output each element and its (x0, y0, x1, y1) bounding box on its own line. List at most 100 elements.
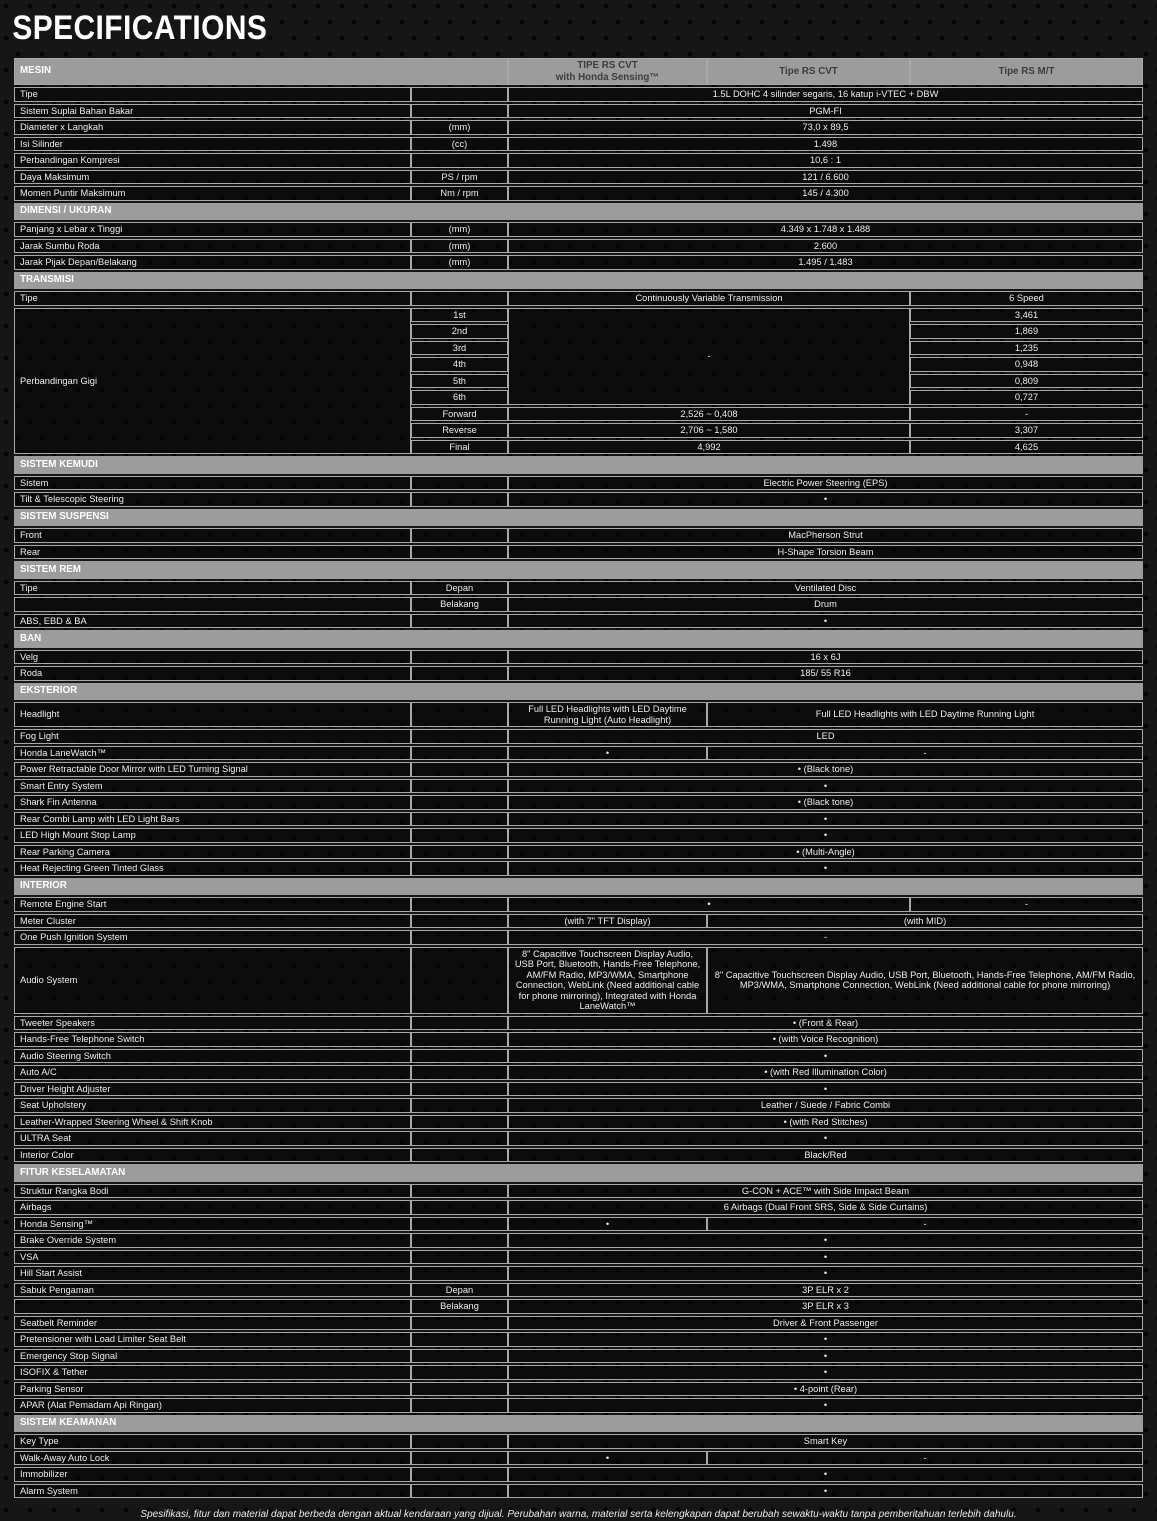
table-row: VSA • (14, 1249, 1143, 1264)
unit-cell (411, 153, 508, 168)
label-cell: Honda Sensing™ (14, 1216, 411, 1231)
value-cell: • (Front & Rear) (508, 1015, 1143, 1030)
label-cell: ULTRA Seat (14, 1131, 411, 1146)
unit-cell: Reverse (411, 423, 508, 438)
value-cell: - (508, 930, 1143, 945)
unit-cell (411, 1266, 508, 1281)
unit-cell (411, 1147, 508, 1162)
label-cell: Walk-Away Auto Lock (14, 1450, 411, 1465)
label-cell: Tilt & Telescopic Steering (14, 492, 411, 507)
column-header: Tipe RS M/T (910, 58, 1143, 85)
value-cell: • (508, 1081, 1143, 1096)
value-cell: 3,461 (910, 307, 1143, 322)
table-row: 6th 0,727 (14, 390, 1143, 405)
section-header: FITUR KESELAMATAN (14, 1164, 1143, 1182)
label-cell: Pretensioner with Load Limiter Seat Belt (14, 1332, 411, 1347)
table-row: Hill Start Assist • (14, 1266, 1143, 1281)
unit-cell: (mm) (411, 120, 508, 135)
value-cell: Full LED Headlights with LED Daytime Run… (707, 702, 1143, 727)
label-cell: Perbandingan Gigi (14, 307, 411, 454)
table-row: Reverse 2,706 ~ 1,580 3,307 (14, 423, 1143, 438)
label-cell: Heat Rejecting Green Tinted Glass (14, 861, 411, 876)
value-cell: LED (508, 729, 1143, 744)
value-cell: 1.5L DOHC 4 silinder segaris, 16 katup i… (508, 87, 1143, 102)
table-row: Hands-Free Telephone Switch • (with Voice… (14, 1032, 1143, 1047)
label-cell: Leather-Wrapped Steering Wheel & Shift K… (14, 1114, 411, 1129)
value-cell: 0,948 (910, 357, 1143, 372)
table-row: Momen Puntir Maksimum Nm / rpm 145 / 4.300 (14, 186, 1143, 201)
unit-cell: Final (411, 439, 508, 454)
disclaimer-text: Spesifikasi, fitur dan material dapat be… (140, 1509, 1017, 1520)
table-row: APAR (Alat Pemadam Api Ringan) • (14, 1398, 1143, 1413)
value-cell: • (508, 897, 910, 912)
label-cell: Diameter x Langkah (14, 120, 411, 135)
value-cell: • (508, 778, 1143, 793)
value-cell: • (508, 1131, 1143, 1146)
value-cell: • (508, 1048, 1143, 1063)
label-cell: Hands-Free Telephone Switch (14, 1032, 411, 1047)
unit-cell (411, 1315, 508, 1330)
table-row: Belakang Drum (14, 597, 1143, 612)
spec-table: MESIN TIPE RS CVT with Honda Sensing™ Tipe … (14, 56, 1143, 1500)
value-cell: Electric Power Steering (EPS) (508, 475, 1143, 490)
value-cell: • (508, 745, 707, 760)
unit-cell: 1st (411, 307, 508, 322)
value-cell: • (508, 1467, 1143, 1482)
label-cell: Airbags (14, 1200, 411, 1215)
table-row: Emergency Stop Signal • (14, 1348, 1143, 1363)
table-row: Shark Fin Antenna • (Black tone) (14, 795, 1143, 810)
label-cell: Sabuk Pengaman (14, 1282, 411, 1297)
unit-cell (411, 1081, 508, 1096)
label-cell: ABS, EBD & BA (14, 613, 411, 628)
unit-cell: 4th (411, 357, 508, 372)
table-row: Tipe Continuously Variable Transmission 6 … (14, 291, 1143, 306)
value-cell: 2,706 ~ 1,580 (508, 423, 910, 438)
unit-cell (411, 778, 508, 793)
value-cell: 1.495 / 1.483 (508, 255, 1143, 270)
table-row: Parking Sensor • 4-point (Rear) (14, 1381, 1143, 1396)
label-cell: Immobilizer (14, 1467, 411, 1482)
unit-cell (411, 745, 508, 760)
section-header: DIMENSI / UKURAN (14, 202, 1143, 220)
unit-cell (411, 1483, 508, 1498)
value-cell: • (508, 1249, 1143, 1264)
label-cell: Tipe (14, 580, 411, 595)
value-cell: • (508, 613, 1143, 628)
table-row: Airbags 6 Airbags (Dual Front SRS, Side &… (14, 1200, 1143, 1215)
unit-cell (411, 1048, 508, 1063)
label-cell: One Push Ignition System (14, 930, 411, 945)
value-cell: 10,6 : 1 (508, 153, 1143, 168)
label-cell: Honda LaneWatch™ (14, 745, 411, 760)
label-cell: Jarak Sumbu Roda (14, 238, 411, 253)
unit-cell (411, 613, 508, 628)
unit-cell (411, 1200, 508, 1215)
value-cell: • (Black tone) (508, 762, 1143, 777)
value-cell: 145 / 4.300 (508, 186, 1143, 201)
table-row: Rear H-Shape Torsion Beam (14, 544, 1143, 559)
table-row: Forward 2,526 ~ 0,408- (14, 406, 1143, 421)
label-cell: Auto A/C (14, 1065, 411, 1080)
value-cell: 2.600 (508, 238, 1143, 253)
unit-cell: 6th (411, 390, 508, 405)
table-row: 5th 0,809 (14, 373, 1143, 388)
label-cell: Seatbelt Reminder (14, 1315, 411, 1330)
unit-cell (411, 291, 508, 306)
column-header-line1: TIPE RS CVT (577, 60, 638, 71)
table-row: Heat Rejecting Green Tinted Glass • (14, 861, 1143, 876)
table-row: Jarak Sumbu Roda (mm) 2.600 (14, 238, 1143, 253)
table-row: Auto A/C • (with Red Illumination Color) (14, 1065, 1143, 1080)
table-row: Isi Silinder (cc) 1.498 (14, 136, 1143, 151)
table-row: Audio System 8" Capacitive Touchscreen Di… (14, 946, 1143, 1014)
value-cell: • (508, 811, 1143, 826)
table-row: Brake Override System • (14, 1233, 1143, 1248)
table-row: Meter Cluster (with 7" TFT Display) (with … (14, 913, 1143, 928)
table-row: Tipe Depan Ventilated Disc (14, 580, 1143, 595)
table-row: Seat Upholstery Leather / Suede / Fabric … (14, 1098, 1143, 1113)
unit-cell (411, 1348, 508, 1363)
value-cell: • (Black tone) (508, 795, 1143, 810)
table-row: Sistem Suplai Bahan Bakar PGM-FI (14, 103, 1143, 118)
header-section-label: MESIN (14, 58, 508, 85)
table-row: LED High Mount Stop Lamp • (14, 828, 1143, 843)
label-cell: Fog Light (14, 729, 411, 744)
value-cell: • (508, 1332, 1143, 1347)
